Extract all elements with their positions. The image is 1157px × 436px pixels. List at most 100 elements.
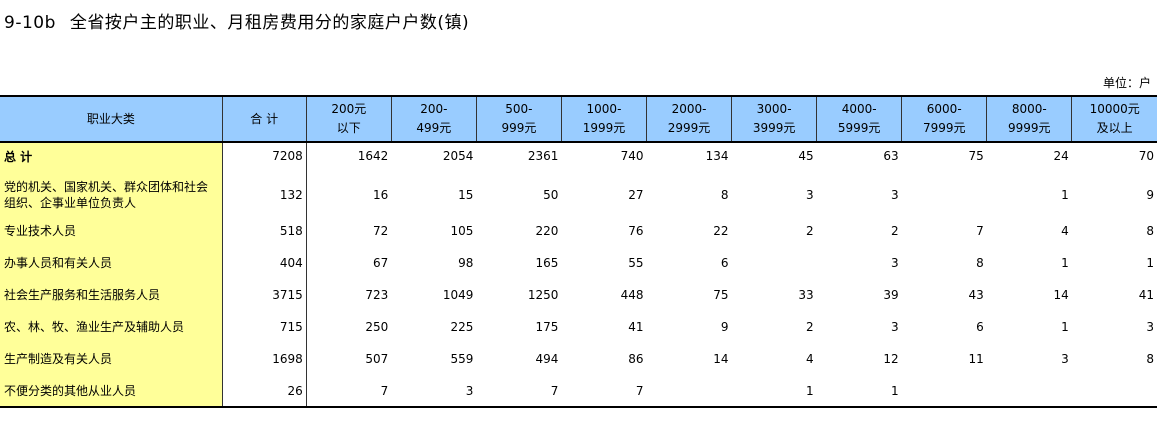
column-header-line: 5999元 xyxy=(837,121,881,135)
value-cell: 50 xyxy=(543,188,559,202)
value-cell: 11 xyxy=(968,352,984,366)
column-header-line: 200- xyxy=(420,102,448,116)
value-cell: 14 xyxy=(1053,288,1069,302)
column-header: 1000- 1999元 xyxy=(560,95,647,143)
value-cell: 45 xyxy=(798,149,814,163)
value-cell: 39 xyxy=(883,288,899,302)
table-row: 社会生产服务和生活服务人员 3715 723 1049 1250 448 75 33 39 43 1… xyxy=(0,279,1157,311)
value-cell: 33 xyxy=(798,288,814,302)
column-header-line: 3999元 xyxy=(752,121,796,135)
value-cell: 250 xyxy=(365,320,389,334)
column-header: 职业大类 xyxy=(0,95,223,143)
value-cell: 75 xyxy=(713,288,729,302)
value-cell: 9 xyxy=(720,320,729,334)
value-cell: 2054 xyxy=(442,149,474,163)
value-cell: 1 xyxy=(731,375,817,408)
total-cell: 518 xyxy=(222,215,307,247)
total-cell: 1698 xyxy=(222,343,307,375)
column-header-line: 2000- xyxy=(671,102,707,116)
table-row: 生产制造及有关人员 1698 507 559 494 86 14 4 12 11 3 8 xyxy=(0,343,1157,375)
column-header-line: 及以上 xyxy=(1096,121,1133,135)
value-cell: 76 xyxy=(628,224,644,238)
value-cell: 105 xyxy=(450,224,474,238)
column-header-line: 9999元 xyxy=(1008,121,1051,135)
table-code: 9-10b xyxy=(4,13,56,33)
value-cell: 1 xyxy=(1061,320,1069,334)
column-header-line: 职业大类 xyxy=(86,111,135,126)
value-cell: 8 xyxy=(976,256,984,270)
value-cell: 2361 xyxy=(527,149,559,163)
value-cell: 8 xyxy=(1146,352,1154,366)
table-row: 专业技术人员 518 72 105 220 76 22 2 2 7 4 8 xyxy=(0,215,1157,247)
row-label: 党的机关、国家机关、群众团体和社会组织、企事业单位负责人 xyxy=(0,175,223,215)
unit-label: 单位：户 xyxy=(1102,76,1151,90)
column-header-line: 1999元 xyxy=(582,121,626,135)
table-row: 总 计 7208 1642 2054 2361 740 134 45 63 75 24 70 xyxy=(0,142,1157,175)
value-cell: 3 xyxy=(391,375,477,408)
value-cell: 225 xyxy=(450,320,474,334)
row-label: 农、林、牧、渔业生产及辅助人员 xyxy=(0,311,223,343)
value-cell: 6 xyxy=(976,320,984,334)
value-cell: 55 xyxy=(628,256,644,270)
value-cell xyxy=(646,375,732,408)
column-header: 200- 499元 xyxy=(390,95,477,143)
row-label: 专业技术人员 xyxy=(0,215,223,247)
total-cell: 7208 xyxy=(222,142,307,175)
column-header: 8000- 9999元 xyxy=(986,95,1072,143)
value-cell: 63 xyxy=(883,149,899,163)
value-cell: 14 xyxy=(713,352,729,366)
column-header-line: 8000- xyxy=(1011,102,1047,116)
column-header-line: 1000- xyxy=(586,102,622,116)
value-cell: 7 xyxy=(561,375,647,408)
column-header-line: 以下 xyxy=(336,121,361,135)
column-header-line: 4000- xyxy=(841,102,877,116)
value-cell xyxy=(901,375,987,408)
table-row: 党的机关、国家机关、群众团体和社会组织、企事业单位负责人 132 16 15 50 27 8… xyxy=(0,175,1157,215)
row-label: 总 计 xyxy=(0,142,223,175)
value-cell: 72 xyxy=(373,224,389,238)
value-cell: 27 xyxy=(628,188,644,202)
total-cell: 404 xyxy=(222,247,307,279)
data-table: 职业大类 合 计 200元 以下 200- 499元 500- 999元 1000- 1999元 2… xyxy=(0,95,1157,408)
column-header-line: 2999元 xyxy=(667,121,711,135)
table-row: 农、林、牧、渔业生产及辅助人员 715 250 225 175 41 9 2 3 6 1 3 xyxy=(0,311,1157,343)
value-cell: 9 xyxy=(1146,188,1154,202)
row-label: 不便分类的其他从业人员 xyxy=(0,375,223,408)
value-cell: 2 xyxy=(805,320,814,334)
table-body: 总 计 7208 1642 2054 2361 740 134 45 63 75 24 70 党的机关、… xyxy=(0,142,1157,408)
column-header-line: 500- xyxy=(505,102,533,116)
value-cell xyxy=(732,247,817,279)
value-cell: 3 xyxy=(1146,320,1154,334)
value-cell: 3 xyxy=(891,256,899,270)
page-title: 9-10b 全省按户主的职业、月租房费用分的家庭户户数(镇) xyxy=(4,8,469,33)
table-title-text: 全省按户主的职业、月租房费用分的家庭户户数(镇) xyxy=(69,13,470,33)
value-cell: 1642 xyxy=(357,149,389,163)
total-cell: 715 xyxy=(222,311,307,343)
value-cell: 448 xyxy=(620,288,644,302)
column-header-line: 7999元 xyxy=(922,121,966,135)
value-cell: 98 xyxy=(458,256,474,270)
value-cell: 41 xyxy=(628,320,644,334)
column-header: 6000- 7999元 xyxy=(901,95,987,143)
row-label: 社会生产服务和生活服务人员 xyxy=(0,279,223,311)
header-row: 职业大类 合 计 200元 以下 200- 499元 500- 999元 1000- 1999元 2… xyxy=(0,95,1157,143)
value-cell: 2 xyxy=(805,224,814,238)
value-cell: 24 xyxy=(1053,149,1069,163)
value-cell: 16 xyxy=(373,188,389,202)
value-cell: 134 xyxy=(705,149,729,163)
value-cell: 4 xyxy=(1061,224,1069,238)
value-cell: 12 xyxy=(883,352,899,366)
value-cell: 175 xyxy=(535,320,559,334)
value-cell: 220 xyxy=(535,224,559,238)
value-cell: 3 xyxy=(891,320,899,334)
value-cell xyxy=(1071,375,1157,408)
value-cell: 2 xyxy=(891,224,899,238)
column-header: 合 计 xyxy=(221,95,307,143)
value-cell: 67 xyxy=(373,256,389,270)
value-cell: 1 xyxy=(1061,256,1069,270)
column-header: 4000- 5999元 xyxy=(816,95,902,143)
value-cell: 7 xyxy=(476,375,562,408)
value-cell: 22 xyxy=(713,224,729,238)
value-cell: 7 xyxy=(306,375,392,408)
value-cell: 494 xyxy=(535,352,559,366)
